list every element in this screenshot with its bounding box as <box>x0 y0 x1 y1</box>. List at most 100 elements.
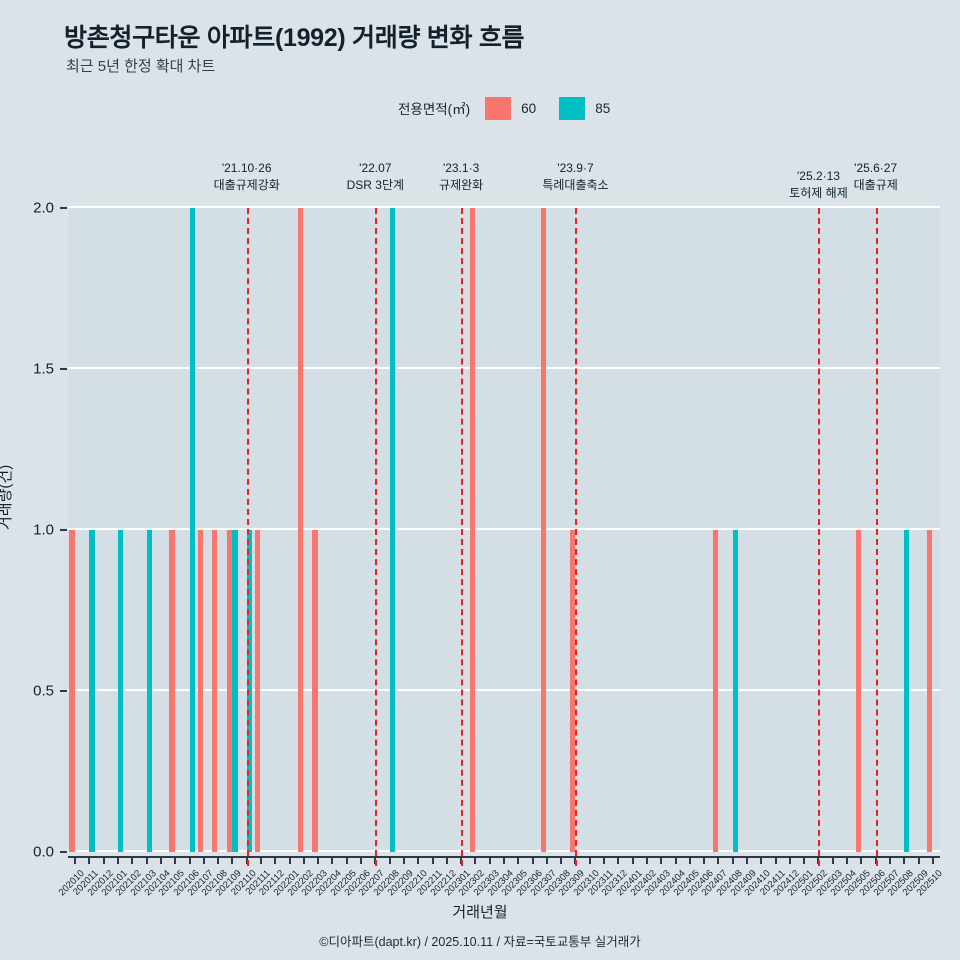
x-axis-tick-mark <box>617 856 620 864</box>
x-axis-tick-mark <box>717 856 720 864</box>
event-marker-line <box>575 208 578 866</box>
bar[interactable] <box>927 530 933 852</box>
bar[interactable] <box>904 530 910 852</box>
legend-item-60[interactable]: 60 <box>485 96 537 120</box>
event-marker-line <box>818 208 821 866</box>
y-axis-tick-label: 1.0 <box>33 521 54 539</box>
gridline <box>68 528 940 530</box>
event-date: '22.07 <box>359 161 392 175</box>
x-axis-tick-mark <box>188 856 191 864</box>
x-axis-tick-mark <box>674 856 677 864</box>
chart-subtitle: 최근 5년 한정 확대 차트 <box>66 58 216 75</box>
x-axis-tick-mark <box>703 856 706 864</box>
x-axis-tick-mark <box>645 856 648 864</box>
bar[interactable] <box>212 530 218 852</box>
x-axis-tick-mark <box>517 856 520 864</box>
chart-legend: 전용면적(㎡) 60 85 <box>398 96 611 120</box>
x-axis-tick-mark <box>831 856 834 864</box>
x-axis-tick-mark <box>860 856 863 864</box>
event-date: '25.2·13 <box>796 169 840 183</box>
legend-item-85[interactable]: 85 <box>559 96 611 120</box>
x-axis-tick-mark <box>503 856 505 864</box>
x-axis-tick-mark <box>388 856 391 864</box>
y-axis-tick-mark <box>60 529 67 531</box>
event-text: DSR 3단계 <box>346 178 405 192</box>
x-axis-tick-mark <box>760 856 763 864</box>
event-annotation-label: '23.1·3 규제완화 <box>439 160 483 194</box>
x-axis-tick-mark <box>731 856 734 864</box>
bar[interactable] <box>389 208 395 852</box>
bar[interactable] <box>118 530 124 852</box>
gridline <box>68 206 940 208</box>
x-axis-tick-mark <box>345 856 348 864</box>
bar[interactable] <box>198 530 204 852</box>
x-axis-tick-mark <box>445 856 448 864</box>
legend-title: 전용면적(㎡) <box>398 102 471 117</box>
legend-label-85: 85 <box>595 100 611 116</box>
legend-swatch-60 <box>485 96 512 120</box>
x-axis-tick-mark <box>131 856 134 864</box>
x-axis-tick-mark <box>288 856 291 864</box>
x-axis-tick-mark <box>102 856 105 864</box>
y-axis-tick-label: 0.0 <box>33 843 54 861</box>
x-axis-tick-mark <box>788 856 791 864</box>
event-marker-line <box>246 208 249 866</box>
bar[interactable] <box>712 530 718 852</box>
event-text: 토허제 해제 <box>789 186 848 200</box>
x-axis-tick-mark <box>474 856 477 864</box>
x-axis-tick-mark <box>431 856 434 864</box>
event-annotation-label: '25.6·27 대출규제 <box>854 160 898 194</box>
x-axis-tick-mark <box>360 856 363 864</box>
x-axis-tick-mark <box>402 856 405 864</box>
gridline <box>68 850 940 852</box>
bar[interactable] <box>226 530 232 852</box>
x-axis-tick-mark <box>417 856 420 864</box>
bar[interactable] <box>69 530 75 852</box>
bar[interactable] <box>569 530 575 852</box>
x-axis-tick-mark <box>903 856 906 864</box>
bar[interactable] <box>89 530 95 852</box>
bar[interactable] <box>312 530 318 852</box>
x-axis-tick-mark <box>774 856 777 864</box>
bar[interactable] <box>255 530 261 852</box>
bar[interactable] <box>232 530 238 852</box>
x-axis-tick-mark <box>88 856 91 864</box>
x-axis-tick-mark <box>603 856 606 864</box>
bar[interactable] <box>541 208 547 852</box>
bar[interactable] <box>246 530 252 852</box>
x-axis-tick-mark <box>888 856 891 864</box>
y-axis-tick-mark <box>60 207 67 209</box>
x-axis-tick-mark <box>74 856 77 864</box>
bar[interactable] <box>855 530 861 852</box>
y-axis-tick-label: 1.5 <box>33 360 54 378</box>
x-axis-tick-mark <box>259 856 262 864</box>
y-axis-title: 거래량(건) <box>0 464 14 530</box>
x-axis-tick-mark <box>560 856 563 864</box>
x-axis-tick-mark <box>331 856 334 864</box>
x-axis-tick-mark <box>274 856 277 864</box>
x-axis-tick-mark <box>159 856 162 864</box>
event-annotation-label: '22.07 DSR 3단계 <box>347 160 404 194</box>
bar[interactable] <box>169 530 175 852</box>
event-date: '23.9·7 <box>557 161 594 175</box>
x-axis-tick-mark <box>231 856 234 864</box>
x-axis-tick-mark <box>531 856 534 864</box>
bar[interactable] <box>298 208 304 852</box>
footer-credit: ©디아파트(dapt.kr) / 2025.10.11 / 자료=국토교통부 실… <box>319 935 641 949</box>
bar[interactable] <box>469 208 475 852</box>
gridline <box>68 367 940 369</box>
bar[interactable] <box>189 208 195 852</box>
x-axis-tick-mark <box>217 856 220 864</box>
event-text: 대출규제강화 <box>213 178 280 192</box>
x-axis-title: 거래년월 <box>452 904 508 921</box>
bar[interactable] <box>732 530 738 852</box>
legend-label-60: 60 <box>521 100 537 116</box>
event-date: '23.1·3 <box>442 161 480 175</box>
x-axis-tick-mark <box>846 856 849 864</box>
x-axis-tick-mark <box>545 856 548 864</box>
page-title: 방촌청구타운 아파트(1992) 거래량 변화 흐름 <box>64 24 525 52</box>
event-text: 대출규제 <box>853 178 898 192</box>
bar[interactable] <box>146 530 152 852</box>
x-axis-tick-mark <box>202 856 205 864</box>
